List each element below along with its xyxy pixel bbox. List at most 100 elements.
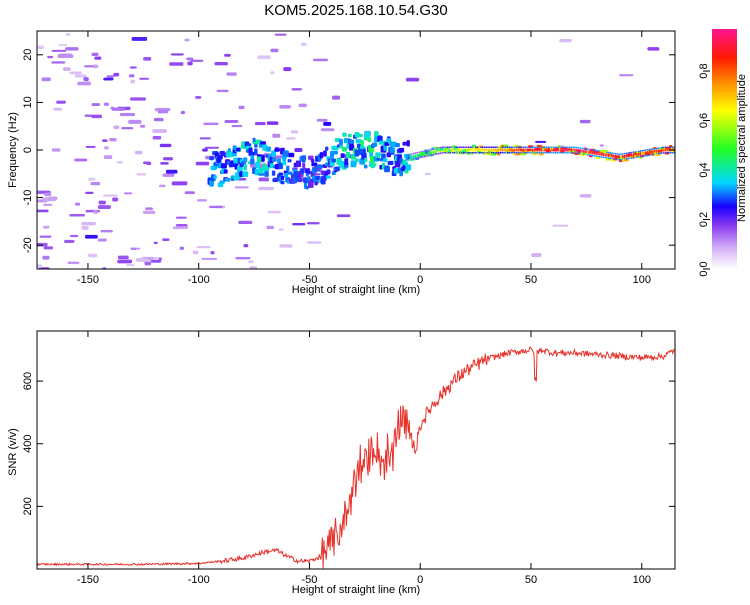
spectrogram-cell [420,153,422,157]
spectrogram-cell [506,152,509,154]
spectrogram-cell [131,37,148,41]
snr-panel: -150 -100 -50 0 50 100 200 400 600 Height of st… [7,330,676,596]
spectrogram-cell [517,152,519,154]
spectrogram-cell [492,148,495,152]
spectrogram-cell [135,258,148,262]
spectrogram-cell [41,77,51,82]
spectrogram-cell [613,154,615,158]
spectrogram-cell [627,152,629,154]
y-tick-label: -20 [22,237,34,253]
spectrogram-cell [607,157,610,159]
spectrogram-cell [106,75,115,78]
spectrogram-cell [414,152,417,154]
spectrogram-cell [529,152,532,154]
spectrogram-cell [39,235,52,238]
spectrogram-cell [528,152,530,154]
spectrogram-cell [560,146,562,148]
spectrogram-cell [355,139,362,143]
spectrogram-cell [128,119,142,124]
spectrogram-cell [307,171,311,175]
spectrogram-cell [498,148,500,152]
spectrogram-cell [391,141,397,148]
spectrogram-cell [632,153,635,157]
spectrogram-cell [308,155,314,160]
spectrogram-cell [159,143,172,148]
spectrogram-cell [591,154,594,157]
spectrogram-cell [184,191,195,195]
spectrogram-cell [243,244,249,248]
spectrogram-cell [278,228,284,231]
spectrogram-cell [659,149,661,153]
spectrogram-cell [549,148,551,152]
spectrogram-cell [535,146,537,148]
spectrogram-cell [668,146,670,148]
spectrogram-x-ticks: -150 -100 -50 0 50 100 [77,31,651,286]
spectrogram-y-ticks: -20 -10 0 10 20 [22,49,675,253]
spectrogram-cell [577,146,580,149]
snr-frame [36,330,676,570]
spectrogram-cell [179,246,185,250]
spectrogram-cell [521,146,523,148]
colorbar-gradient [712,29,737,269]
spectrogram-cell [462,146,465,148]
spectrogram-cell [336,214,351,218]
spectrogram-cell [129,66,137,69]
spectrogram-cell [559,39,572,43]
spectrogram-cell [170,53,184,56]
spectrogram-cell [668,148,670,152]
spectrogram-cell [119,113,136,117]
spectrogram-cell [469,148,472,152]
spectrogram-cell [67,261,80,265]
spectrogram-cell [367,136,372,143]
spectrogram-cell [521,148,523,152]
spectrogram-cell [556,152,558,154]
spectrogram-cell [150,259,162,263]
spectrogram-cell [606,151,608,154]
spectrogram-cell [112,197,119,202]
spectrogram-cell [441,152,443,154]
spectrogram-cell [514,152,516,154]
spectrogram-cell [333,150,339,155]
spectrogram-cell [187,61,193,66]
spectrogram-cell [487,148,489,152]
spectrogram-cell [652,148,654,150]
spectrogram-cell [595,151,597,155]
spectrogram-cell [405,77,420,82]
spectrogram-cell [416,157,418,159]
spectrogram-cell [266,121,279,125]
snr-series-line [37,345,675,569]
spectrogram-cell [51,61,66,64]
spectrogram-cell [310,158,315,163]
spectrogram-cell [307,241,322,244]
spectrogram-cell [622,155,624,159]
spectrogram-cell [583,153,585,155]
spectrogram-cell [611,152,613,154]
spectrogram-cell [85,209,100,213]
spectrogram-cell [334,138,340,142]
spectrogram-cell [346,151,351,159]
spectrogram-cell [519,152,521,154]
spectrogram-cell [599,155,601,158]
spectrogram-cell [91,103,101,106]
spectrogram-cell [668,145,673,148]
spectrogram-cell [657,147,659,149]
spectrogram-cell [421,156,424,158]
spectrogram-cell [186,57,194,61]
spectrogram-cell [315,175,321,180]
spectrogram-cell [353,161,357,166]
spectrogram-cell [97,205,111,210]
spectrogram-cell [192,250,199,255]
spectrogram-cell [202,148,208,152]
spectrogram-cell [531,152,534,154]
spectrogram-cell [595,155,597,157]
spectrogram-cell [414,154,417,158]
spectrogram-cell [358,133,363,138]
spectrogram-cell [411,153,413,155]
spectrogram-cell [102,194,118,197]
spectrogram-cell [130,79,135,84]
spectrogram-cell [329,150,335,157]
spectrogram-cell [349,139,355,144]
spectrogram-cell [547,148,550,152]
spectrogram-cell [558,146,560,148]
spectrogram-cell [570,148,573,152]
